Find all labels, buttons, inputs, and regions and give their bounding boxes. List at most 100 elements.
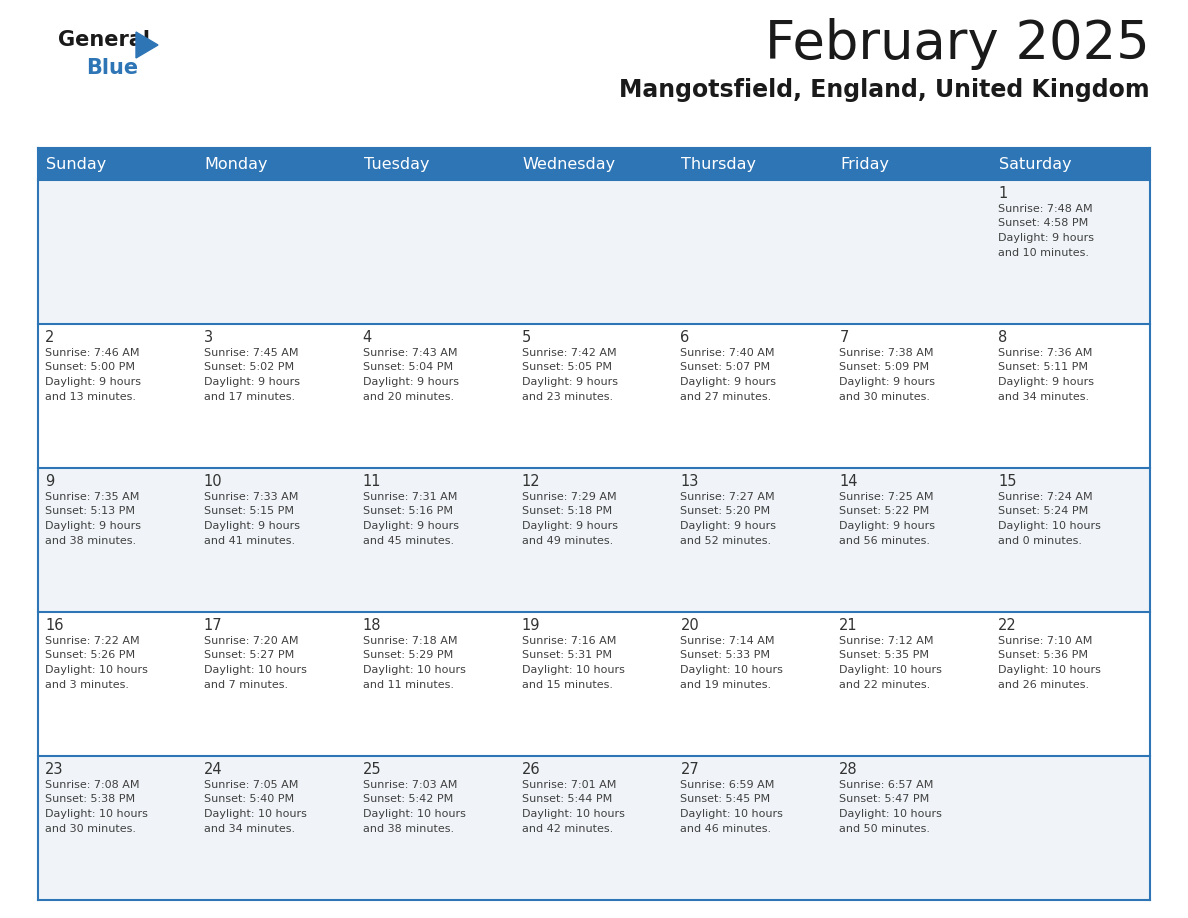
Text: Daylight: 9 hours: Daylight: 9 hours: [681, 377, 777, 387]
Text: Sunrise: 7:10 AM: Sunrise: 7:10 AM: [998, 636, 1093, 646]
Text: Sunset: 5:27 PM: Sunset: 5:27 PM: [204, 651, 295, 660]
Text: Mangotsfield, England, United Kingdom: Mangotsfield, England, United Kingdom: [619, 78, 1150, 102]
Text: Thursday: Thursday: [682, 156, 757, 172]
Text: Monday: Monday: [204, 156, 268, 172]
Bar: [674, 756, 833, 900]
Text: Sunset: 5:13 PM: Sunset: 5:13 PM: [45, 507, 135, 517]
Text: Daylight: 9 hours: Daylight: 9 hours: [839, 377, 935, 387]
Text: Sunrise: 7:45 AM: Sunrise: 7:45 AM: [204, 348, 298, 358]
Text: and 23 minutes.: and 23 minutes.: [522, 391, 613, 401]
Text: 16: 16: [45, 618, 63, 633]
Text: Sunrise: 7:14 AM: Sunrise: 7:14 AM: [681, 636, 775, 646]
Text: Daylight: 9 hours: Daylight: 9 hours: [45, 377, 141, 387]
Text: Sunrise: 7:01 AM: Sunrise: 7:01 AM: [522, 780, 615, 790]
Bar: [833, 612, 991, 756]
Bar: [833, 324, 991, 468]
Text: February 2025: February 2025: [765, 18, 1150, 70]
Text: and 17 minutes.: and 17 minutes.: [204, 391, 295, 401]
Text: and 50 minutes.: and 50 minutes.: [839, 823, 930, 834]
Text: Sunrise: 7:20 AM: Sunrise: 7:20 AM: [204, 636, 298, 646]
Bar: [355, 468, 514, 612]
Text: Sunrise: 7:46 AM: Sunrise: 7:46 AM: [45, 348, 139, 358]
Text: 11: 11: [362, 474, 381, 489]
Bar: [197, 180, 355, 324]
Text: Sunrise: 7:05 AM: Sunrise: 7:05 AM: [204, 780, 298, 790]
Text: Sunset: 5:02 PM: Sunset: 5:02 PM: [204, 363, 293, 373]
Text: 12: 12: [522, 474, 541, 489]
Text: Sunset: 5:16 PM: Sunset: 5:16 PM: [362, 507, 453, 517]
Text: Sunset: 4:58 PM: Sunset: 4:58 PM: [998, 218, 1088, 229]
Text: Sunset: 5:36 PM: Sunset: 5:36 PM: [998, 651, 1088, 660]
Text: General: General: [58, 30, 150, 50]
Text: Daylight: 10 hours: Daylight: 10 hours: [839, 809, 942, 819]
Text: and 0 minutes.: and 0 minutes.: [998, 535, 1082, 545]
Text: Blue: Blue: [86, 58, 138, 78]
Text: and 41 minutes.: and 41 minutes.: [204, 535, 295, 545]
Text: and 3 minutes.: and 3 minutes.: [45, 679, 129, 689]
Polygon shape: [135, 32, 158, 58]
Text: Daylight: 9 hours: Daylight: 9 hours: [362, 377, 459, 387]
Text: 28: 28: [839, 762, 858, 777]
Bar: [674, 324, 833, 468]
Text: Daylight: 9 hours: Daylight: 9 hours: [998, 377, 1094, 387]
Text: Daylight: 10 hours: Daylight: 10 hours: [681, 665, 783, 675]
Bar: [514, 180, 674, 324]
Text: Sunrise: 7:24 AM: Sunrise: 7:24 AM: [998, 492, 1093, 502]
Bar: [38, 324, 197, 468]
Text: Sunrise: 7:35 AM: Sunrise: 7:35 AM: [45, 492, 139, 502]
Text: Daylight: 9 hours: Daylight: 9 hours: [839, 521, 935, 531]
Text: Daylight: 10 hours: Daylight: 10 hours: [45, 809, 147, 819]
Text: Sunrise: 7:31 AM: Sunrise: 7:31 AM: [362, 492, 457, 502]
Text: 2: 2: [45, 330, 55, 345]
Text: Sunrise: 7:43 AM: Sunrise: 7:43 AM: [362, 348, 457, 358]
Text: and 19 minutes.: and 19 minutes.: [681, 679, 771, 689]
Text: Wednesday: Wednesday: [523, 156, 615, 172]
Text: 8: 8: [998, 330, 1007, 345]
Text: Sunrise: 7:08 AM: Sunrise: 7:08 AM: [45, 780, 139, 790]
Bar: [991, 756, 1150, 900]
Text: 6: 6: [681, 330, 690, 345]
Bar: [197, 468, 355, 612]
Text: 19: 19: [522, 618, 541, 633]
Text: and 52 minutes.: and 52 minutes.: [681, 535, 771, 545]
Text: Sunrise: 7:22 AM: Sunrise: 7:22 AM: [45, 636, 140, 646]
Text: 1: 1: [998, 186, 1007, 201]
Text: Sunrise: 7:03 AM: Sunrise: 7:03 AM: [362, 780, 457, 790]
Text: and 20 minutes.: and 20 minutes.: [362, 391, 454, 401]
Text: Sunrise: 7:36 AM: Sunrise: 7:36 AM: [998, 348, 1093, 358]
Text: Daylight: 10 hours: Daylight: 10 hours: [362, 809, 466, 819]
Text: Sunset: 5:47 PM: Sunset: 5:47 PM: [839, 794, 929, 804]
Text: Sunset: 5:18 PM: Sunset: 5:18 PM: [522, 507, 612, 517]
Bar: [674, 468, 833, 612]
Text: Sunset: 5:35 PM: Sunset: 5:35 PM: [839, 651, 929, 660]
Text: Sunset: 5:26 PM: Sunset: 5:26 PM: [45, 651, 135, 660]
Bar: [197, 756, 355, 900]
Text: Sunset: 5:31 PM: Sunset: 5:31 PM: [522, 651, 612, 660]
Bar: [833, 180, 991, 324]
Text: and 10 minutes.: and 10 minutes.: [998, 248, 1089, 258]
Text: Daylight: 9 hours: Daylight: 9 hours: [522, 377, 618, 387]
Text: Friday: Friday: [840, 156, 890, 172]
Text: Sunset: 5:45 PM: Sunset: 5:45 PM: [681, 794, 771, 804]
Text: Sunset: 5:40 PM: Sunset: 5:40 PM: [204, 794, 293, 804]
Bar: [991, 180, 1150, 324]
Text: 22: 22: [998, 618, 1017, 633]
Text: Sunset: 5:42 PM: Sunset: 5:42 PM: [362, 794, 453, 804]
Bar: [38, 468, 197, 612]
Text: and 38 minutes.: and 38 minutes.: [45, 535, 137, 545]
Text: Sunrise: 7:29 AM: Sunrise: 7:29 AM: [522, 492, 617, 502]
Text: Daylight: 10 hours: Daylight: 10 hours: [522, 665, 625, 675]
Text: Daylight: 9 hours: Daylight: 9 hours: [681, 521, 777, 531]
Text: Daylight: 10 hours: Daylight: 10 hours: [998, 665, 1101, 675]
Text: Daylight: 10 hours: Daylight: 10 hours: [839, 665, 942, 675]
Text: Sunrise: 7:12 AM: Sunrise: 7:12 AM: [839, 636, 934, 646]
Text: Sunset: 5:05 PM: Sunset: 5:05 PM: [522, 363, 612, 373]
Bar: [197, 612, 355, 756]
Text: Sunset: 5:09 PM: Sunset: 5:09 PM: [839, 363, 929, 373]
Text: 26: 26: [522, 762, 541, 777]
Text: Sunrise: 7:38 AM: Sunrise: 7:38 AM: [839, 348, 934, 358]
Bar: [833, 756, 991, 900]
Text: Sunset: 5:44 PM: Sunset: 5:44 PM: [522, 794, 612, 804]
Text: Sunrise: 7:33 AM: Sunrise: 7:33 AM: [204, 492, 298, 502]
Text: 10: 10: [204, 474, 222, 489]
